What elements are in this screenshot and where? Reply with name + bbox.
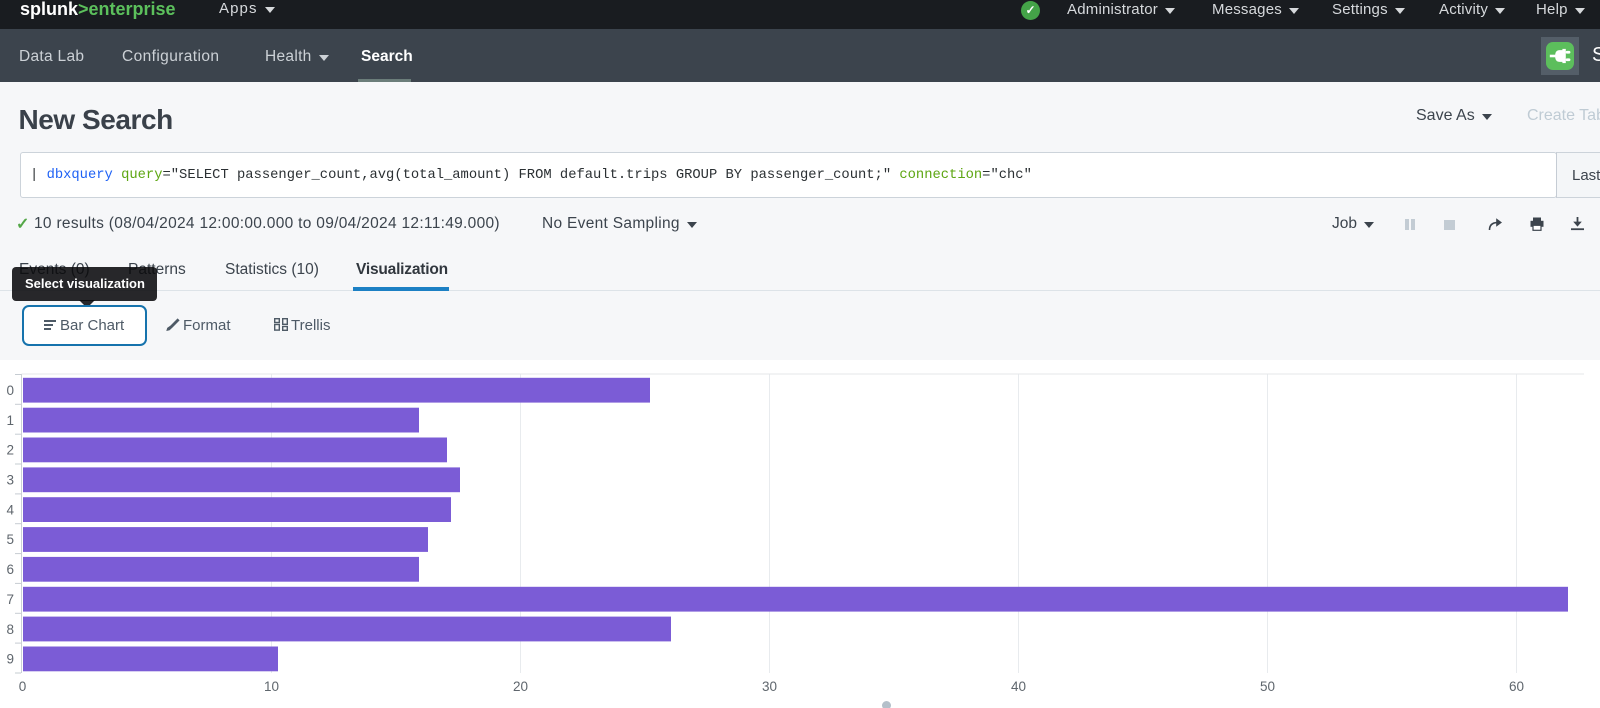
- svg-text:30: 30: [762, 679, 777, 694]
- svg-text:20: 20: [513, 679, 528, 694]
- svg-text:5: 5: [6, 532, 14, 547]
- svg-text:3: 3: [6, 473, 14, 488]
- svg-text:2: 2: [6, 443, 14, 458]
- svg-text:10: 10: [264, 679, 279, 694]
- svg-text:7: 7: [6, 592, 14, 607]
- svg-text:6: 6: [6, 562, 14, 577]
- svg-text:40: 40: [1011, 679, 1026, 694]
- svg-text:0: 0: [19, 679, 27, 694]
- svg-text:9: 9: [6, 652, 14, 667]
- svg-text:0: 0: [6, 383, 14, 398]
- svg-text:1: 1: [6, 413, 14, 428]
- svg-text:50: 50: [1260, 679, 1275, 694]
- svg-text:4: 4: [6, 502, 14, 517]
- svg-text:8: 8: [6, 622, 14, 637]
- svg-text:60: 60: [1509, 679, 1524, 694]
